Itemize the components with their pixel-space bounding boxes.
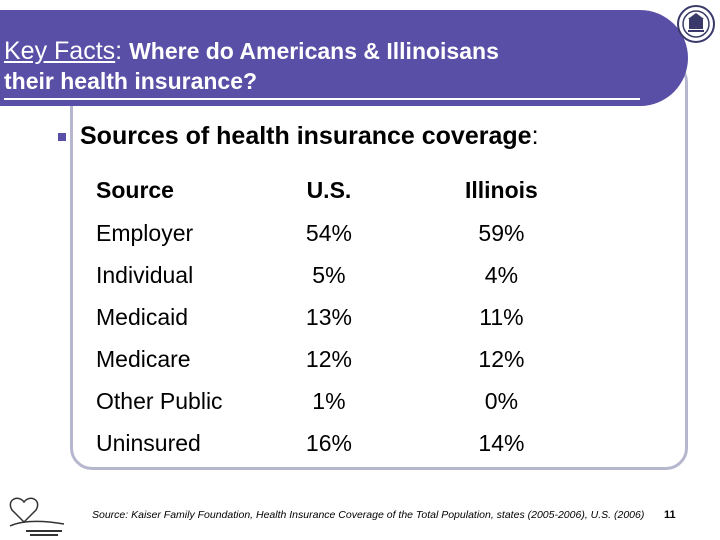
title-key-facts: Key Facts <box>4 37 116 65</box>
row-us: 16% <box>305 429 352 456</box>
header-us: U.S. <box>306 176 352 203</box>
table-row: Other Public 1% 0% <box>88 380 603 422</box>
bullet-text: Sources of health insurance coverage <box>80 122 532 150</box>
page-number: 11 <box>664 509 676 521</box>
row-illinois: 0% <box>484 387 519 414</box>
row-source: Medicaid <box>96 303 189 330</box>
bullet-suffix: : <box>531 122 539 150</box>
header-illinois: Illinois <box>465 176 538 203</box>
content-frame <box>70 60 688 470</box>
seal-icon <box>677 5 715 43</box>
row-illinois: 11% <box>479 303 524 330</box>
row-source: Uninsured <box>96 429 201 456</box>
title-line1-rest: Where do Americans & Illinoisans <box>129 38 499 64</box>
table-row: Uninsured 16% 14% <box>88 422 603 464</box>
row-us: 13% <box>305 303 352 330</box>
table-row: Medicaid 13% 11% <box>88 296 603 338</box>
bullet-item: Sources of health insurance coverage: <box>58 122 539 151</box>
table-row: Medicare 12% 12% <box>88 338 603 380</box>
coverage-table: Source U.S. Illinois Employer 54% 59% In… <box>88 168 603 464</box>
row-us: 12% <box>305 345 352 372</box>
source-note: Source: Kaiser Family Foundation, Health… <box>92 509 645 521</box>
slide-title: Key Facts: Where do Americans & Illinois… <box>4 36 664 100</box>
table-row: Individual 5% 4% <box>88 254 603 296</box>
row-illinois: 59% <box>478 219 525 246</box>
square-bullet-icon <box>58 132 66 141</box>
title-banner: Key Facts: Where do Americans & Illinois… <box>0 10 688 106</box>
row-illinois: 12% <box>478 345 525 372</box>
row-source: Individual <box>96 261 194 288</box>
table-header-row: Source U.S. Illinois <box>88 168 603 212</box>
row-source: Medicare <box>96 345 191 372</box>
row-us: 54% <box>305 219 352 246</box>
title-line2: their health insurance? <box>4 66 640 100</box>
row-us: 1% <box>312 387 346 414</box>
row-source: Employer <box>96 219 194 246</box>
row-illinois: 4% <box>484 261 519 288</box>
table-row: Employer 54% 59% <box>88 212 603 254</box>
row-us: 5% <box>312 261 346 288</box>
header-source: Source <box>96 176 174 203</box>
row-source: Other Public <box>96 387 223 414</box>
row-illinois: 14% <box>478 429 525 456</box>
heartland-logo-icon <box>9 497 65 536</box>
